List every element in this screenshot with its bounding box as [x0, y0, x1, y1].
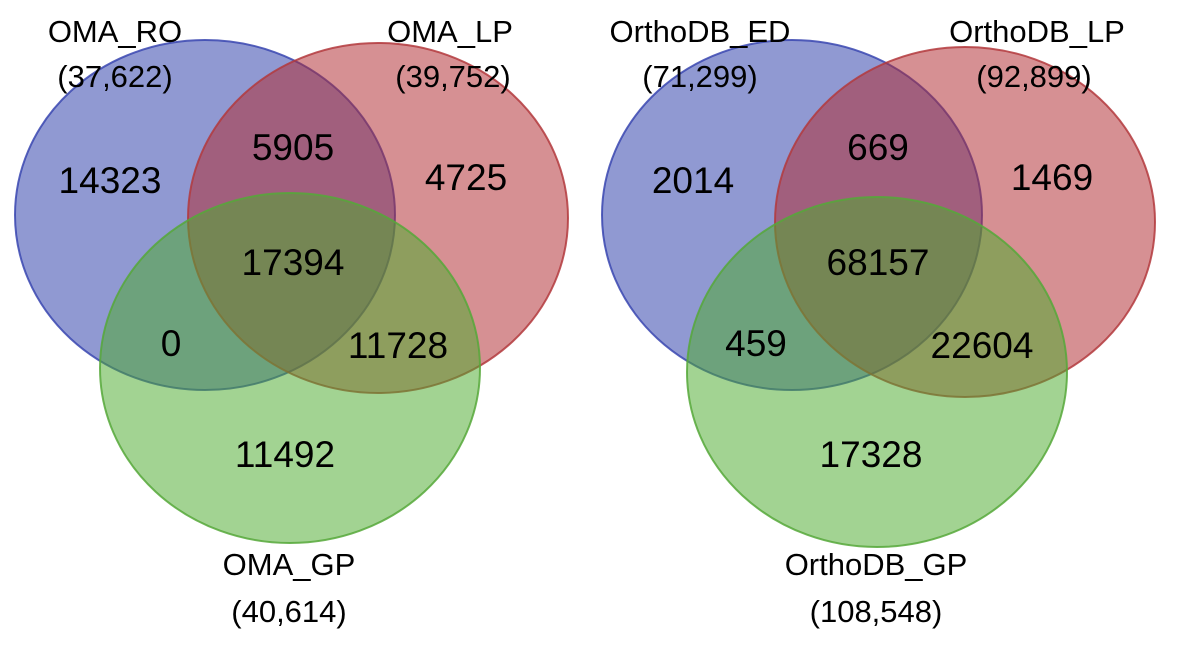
region-count-orthodb-gp-only: 17328: [820, 434, 923, 475]
set-total-oma-lp: (39,752): [395, 59, 510, 94]
set-total-orthodb-ed: (71,299): [642, 59, 757, 94]
region-count-orthodb-all: 68157: [827, 242, 930, 283]
set-label-orthodb-ed: OrthoDB_ED: [610, 14, 791, 49]
set-label-oma-gp: OMA_GP: [223, 547, 356, 582]
region-count-oma-lp-gp: 11728: [348, 325, 448, 366]
region-count-oma-all: 17394: [242, 242, 345, 283]
region-count-oma-ro-only: 14323: [59, 160, 162, 201]
venn-diagram-oma: OMA_RO (37,622) OMA_LP (39,752) OMA_GP (…: [14, 14, 569, 629]
set-label-oma-lp: OMA_LP: [387, 14, 513, 49]
set-total-orthodb-lp: (92,899): [976, 59, 1091, 94]
set-label-orthodb-gp: OrthoDB_GP: [785, 547, 968, 582]
region-count-orthodb-lp-gp: 22604: [931, 325, 1034, 366]
set-label-orthodb-lp: OrthoDB_LP: [949, 14, 1125, 49]
set-total-oma-ro: (37,622): [57, 59, 172, 94]
set-total-orthodb-gp: (108,548): [810, 594, 943, 629]
region-count-orthodb-lp-only: 1469: [1011, 157, 1093, 198]
circle-oma-gp: [99, 192, 481, 544]
region-count-oma-lp-only: 4725: [425, 157, 507, 198]
circle-orthodb-gp: [686, 196, 1068, 548]
region-count-oma-ro-gp: 0: [161, 323, 182, 364]
venn-diagram-orthodb: OrthoDB_ED (71,299) OrthoDB_LP (92,899) …: [601, 14, 1156, 629]
region-count-orthodb-ed-lp: 669: [847, 127, 909, 168]
region-count-oma-gp-only: 11492: [235, 434, 335, 475]
region-count-oma-ro-lp: 5905: [252, 127, 334, 168]
set-label-oma-ro: OMA_RO: [48, 14, 182, 49]
set-total-oma-gp: (40,614): [231, 594, 346, 629]
region-count-orthodb-ed-gp: 459: [725, 323, 787, 364]
region-count-orthodb-ed-only: 2014: [652, 160, 734, 201]
